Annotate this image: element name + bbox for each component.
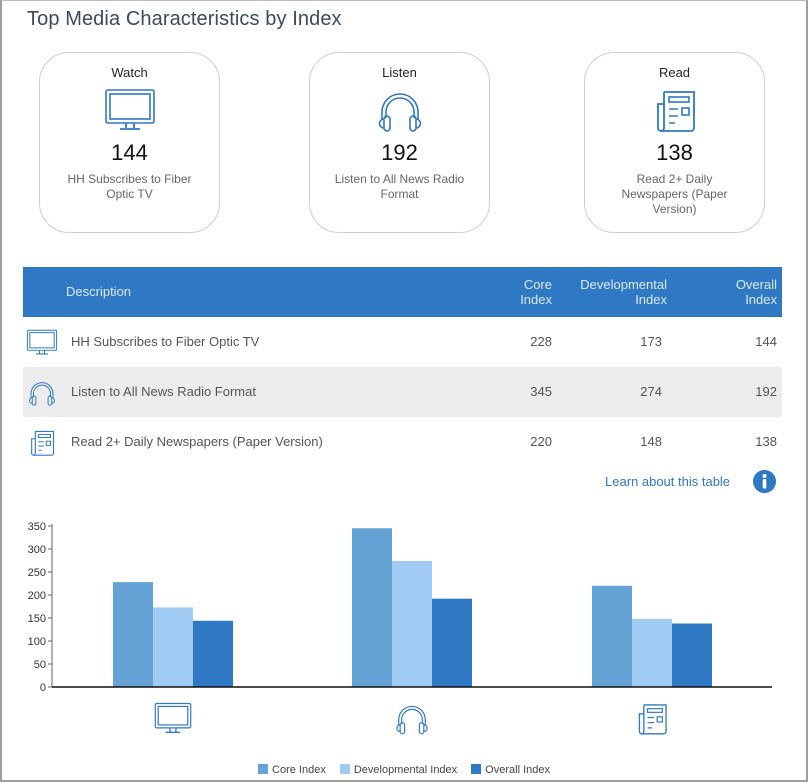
row-core-index: 220 — [530, 434, 552, 449]
index-table: Description Core Index Developmental Ind… — [23, 267, 782, 467]
y-tick-label: 0 — [40, 682, 46, 694]
headphones-icon — [373, 88, 427, 134]
info-icon[interactable] — [753, 470, 776, 493]
table-header: Description Core Index Developmental Ind… — [23, 267, 782, 317]
table-row: Listen to All News Radio Format 345 274 … — [23, 367, 782, 417]
table-row: HH Subscribes to Fiber Optic TV 228 173 … — [23, 317, 782, 367]
header-developmental-index[interactable]: Developmental Index — [580, 277, 667, 307]
page-title: Top Media Characteristics by Index — [27, 8, 342, 30]
card-label: Watch — [111, 65, 148, 80]
card-value: 192 — [381, 140, 418, 165]
row-developmental-index: 173 — [640, 334, 662, 349]
tv-icon — [103, 88, 157, 134]
table-row: Read 2+ Daily Newspapers (Paper Version)… — [23, 417, 782, 467]
bar-overall-index — [432, 598, 472, 687]
header-core-index[interactable]: Core Index — [520, 277, 552, 307]
row-description: Listen to All News Radio Format — [71, 384, 256, 399]
header-overall-index[interactable]: Overall Index — [736, 277, 777, 307]
y-tick-label: 300 — [28, 544, 46, 556]
legend-item[interactable]: Core Index — [258, 764, 326, 776]
header-core-line1: Core — [523, 277, 552, 292]
card-value: 144 — [111, 140, 148, 165]
header-description[interactable]: Description — [66, 284, 132, 299]
bar-core-index — [113, 582, 153, 687]
row-overall-index: 138 — [755, 434, 777, 449]
legend-swatch — [258, 764, 269, 774]
row-core-index: 345 — [530, 384, 552, 399]
y-tick-label: 200 — [28, 590, 46, 602]
read-card: Read 138 Read 2+ Daily Newspapers (Paper… — [584, 52, 765, 233]
bar-developmental-index — [392, 560, 432, 687]
header-overall-line2: Index — [745, 292, 777, 307]
y-tick-label: 50 — [34, 659, 46, 671]
row-description: Read 2+ Daily Newspapers (Paper Version) — [71, 434, 323, 449]
tv-icon — [24, 329, 60, 357]
chart-legend: Core Index Developmental Index Overall Ind… — [0, 764, 808, 776]
legend-label: Developmental Index — [353, 764, 458, 776]
y-tick-label: 100 — [28, 636, 46, 648]
bar-overall-index — [193, 620, 233, 687]
bar-overall-index — [672, 623, 712, 687]
legend-label: Overall Index — [485, 764, 550, 776]
listen-card: Listen 192 Listen to All News Radio Form… — [309, 52, 490, 233]
bar-core-index — [352, 528, 392, 687]
bar-developmental-index — [153, 607, 193, 687]
index-bar-chart: 0 50 100 150 200 250 300 350 — [28, 521, 772, 735]
y-tick-label: 250 — [28, 567, 46, 579]
y-tick-label: 150 — [28, 613, 46, 625]
row-overall-index: 192 — [755, 384, 777, 399]
card-value: 138 — [656, 140, 693, 165]
legend-item[interactable]: Overall Index — [471, 764, 550, 776]
newspaper-icon — [638, 704, 667, 735]
row-core-index: 228 — [530, 334, 552, 349]
card-label: Listen — [382, 65, 417, 80]
newspaper-icon — [24, 429, 60, 457]
tv-icon — [154, 702, 192, 733]
legend-swatch — [471, 764, 482, 774]
legend-swatch — [339, 764, 350, 774]
y-tick-label: 350 — [28, 521, 46, 533]
legend-item[interactable]: Developmental Index — [339, 764, 458, 776]
header-dev-line1: Developmental — [580, 277, 667, 292]
learn-about-table-link[interactable]: Learn about this table — [605, 474, 731, 489]
row-description: HH Subscribes to Fiber Optic TV — [71, 334, 260, 349]
card-description: Listen to All News Radio Format — [334, 172, 465, 201]
header-core-line2: Index — [520, 292, 552, 307]
row-overall-index: 144 — [755, 334, 777, 349]
newspaper-icon — [648, 88, 702, 134]
card-description: HH Subscribes to Fiber Optic TV — [67, 172, 192, 201]
card-label: Read — [658, 65, 691, 80]
legend-label: Core Index — [272, 764, 326, 776]
headphones-icon — [24, 379, 60, 407]
header-overall-line1: Overall — [735, 277, 777, 292]
headphones-icon — [396, 705, 428, 735]
row-developmental-index: 274 — [640, 384, 662, 399]
watch-card: Watch 144 HH Subscribes to Fiber Optic T… — [39, 52, 220, 233]
header-dev-line2: Index — [635, 292, 667, 307]
row-developmental-index: 148 — [640, 434, 662, 449]
card-description: Read 2+ Daily Newspapers (Paper Version) — [621, 172, 728, 216]
bar-core-index — [592, 585, 632, 687]
bar-developmental-index — [632, 618, 672, 687]
